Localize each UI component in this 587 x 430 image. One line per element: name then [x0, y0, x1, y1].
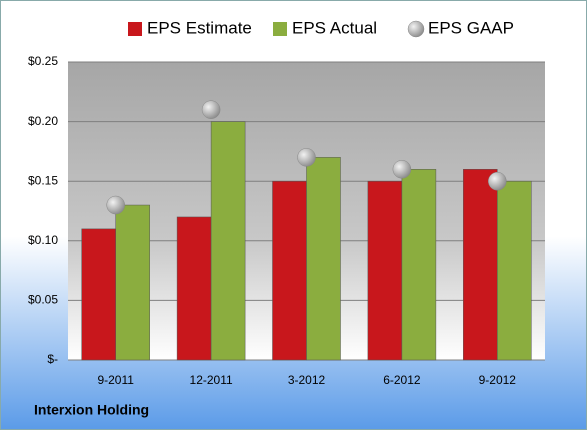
legend-label: EPS Actual	[292, 18, 377, 37]
x-tick-label: 9-2012	[479, 373, 517, 387]
bar	[272, 180, 307, 361]
bar	[306, 157, 341, 361]
legend-label: EPS GAAP	[428, 18, 514, 37]
legend-marker	[273, 22, 287, 36]
bar	[210, 121, 246, 361]
bar	[463, 169, 498, 361]
legend-marker	[128, 22, 142, 36]
x-tick-label: 6-2012	[383, 373, 421, 387]
x-tick-label: 12-2011	[190, 373, 233, 387]
legend-label: EPS Estimate	[147, 18, 252, 37]
point	[297, 148, 316, 167]
y-tick-label: $-	[47, 352, 58, 366]
y-tick-label: $0.05	[28, 293, 58, 307]
caption: Interxion Holding	[34, 402, 149, 418]
point	[106, 195, 125, 215]
legend-marker	[407, 20, 425, 38]
x-tick-label: 3-2012	[288, 373, 326, 387]
point	[392, 160, 412, 179]
bar	[401, 169, 437, 361]
x-tick-label: 9-2011	[97, 373, 134, 387]
y-tick-label: $0.15	[28, 173, 58, 187]
bar	[81, 228, 116, 361]
y-tick-label: $0.20	[28, 114, 58, 128]
point	[488, 171, 507, 191]
bar	[115, 204, 150, 361]
y-tick-label: $0.10	[28, 233, 58, 247]
bar	[367, 180, 403, 361]
bar	[176, 216, 212, 361]
point	[201, 100, 221, 119]
y-tick-label: $0.25	[28, 54, 58, 68]
bar	[497, 180, 532, 361]
